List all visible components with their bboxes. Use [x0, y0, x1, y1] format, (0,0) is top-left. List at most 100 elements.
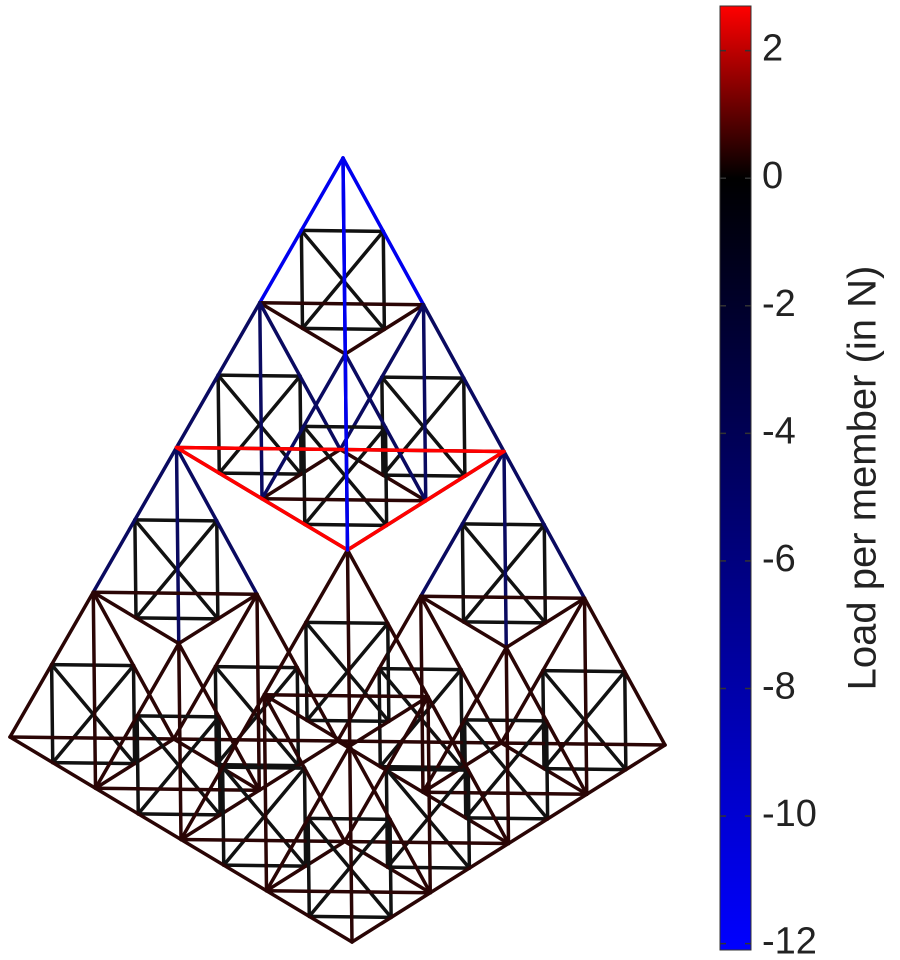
- member: [93, 786, 261, 792]
- truss: [8, 156, 667, 944]
- member: [304, 620, 309, 723]
- member: [179, 693, 266, 842]
- member: [345, 548, 430, 699]
- member: [419, 594, 508, 650]
- member: [499, 741, 589, 796]
- member: [91, 590, 98, 790]
- member: [131, 663, 137, 766]
- member: [504, 596, 587, 650]
- member: [504, 645, 589, 796]
- member: [257, 739, 340, 792]
- member: [582, 596, 589, 796]
- member: [260, 447, 342, 501]
- member: [459, 667, 464, 770]
- member: [343, 303, 426, 356]
- tick-label: -12: [762, 921, 817, 960]
- member: [8, 735, 176, 741]
- member: [421, 303, 428, 503]
- colorbar: [719, 5, 752, 951]
- member: [419, 594, 587, 600]
- member: [133, 518, 138, 620]
- tick-label: 2: [762, 28, 783, 70]
- member: [220, 765, 226, 867]
- member: [299, 228, 305, 331]
- member: [421, 790, 511, 846]
- tick-label: -6: [762, 538, 796, 580]
- tick-label: 0: [762, 155, 783, 197]
- member: [428, 841, 511, 895]
- member: [460, 522, 466, 624]
- member: [93, 737, 176, 790]
- member: [421, 303, 506, 454]
- tick-label: -4: [762, 410, 796, 452]
- member: [343, 839, 432, 895]
- member: [93, 786, 183, 842]
- member: [302, 766, 308, 868]
- member: [542, 523, 548, 625]
- member: [466, 768, 472, 870]
- member: [264, 889, 432, 895]
- member: [172, 737, 261, 792]
- member: [348, 744, 354, 944]
- member: [623, 669, 628, 772]
- member: [544, 719, 550, 821]
- member: [582, 596, 667, 747]
- member: [93, 641, 181, 790]
- member: [298, 374, 303, 476]
- member: [258, 156, 345, 305]
- member: [8, 590, 95, 739]
- member: [462, 376, 467, 478]
- member: [91, 590, 259, 596]
- member: [341, 156, 350, 552]
- member: [419, 594, 425, 794]
- member: [264, 744, 352, 893]
- member: [260, 352, 347, 501]
- member: [348, 744, 432, 895]
- member: [348, 695, 430, 748]
- member: [345, 449, 506, 552]
- member: [502, 449, 508, 650]
- member: [350, 891, 432, 944]
- tick-label: -2: [762, 283, 796, 325]
- member: [91, 590, 181, 646]
- member: [585, 743, 667, 796]
- member: [177, 641, 183, 842]
- member: [179, 788, 261, 842]
- member: [388, 817, 393, 920]
- member: [421, 741, 503, 794]
- member: [262, 693, 430, 699]
- member: [174, 445, 181, 646]
- member: [502, 449, 587, 600]
- member: [174, 445, 259, 596]
- member: [338, 447, 428, 503]
- tick-label: -10: [762, 793, 817, 835]
- member: [335, 594, 423, 743]
- member: [301, 424, 307, 527]
- member: [217, 715, 222, 817]
- member: [419, 449, 506, 598]
- member: [341, 156, 426, 307]
- member: [306, 816, 311, 919]
- member: [426, 695, 511, 846]
- member: [262, 548, 350, 697]
- tick-label: -8: [762, 666, 796, 708]
- member: [174, 301, 262, 450]
- member: [262, 693, 352, 748]
- member: [343, 352, 428, 503]
- member: [216, 373, 221, 475]
- member: [91, 445, 179, 594]
- member: [262, 693, 269, 893]
- member: [264, 889, 354, 944]
- member: [8, 735, 98, 790]
- member: [335, 739, 503, 745]
- member: [215, 519, 220, 621]
- member: [386, 621, 391, 724]
- member: [258, 301, 426, 307]
- member: [381, 229, 387, 332]
- member: [174, 445, 506, 454]
- member: [255, 592, 261, 792]
- member: [179, 837, 269, 893]
- member: [426, 695, 432, 895]
- member: [260, 497, 428, 503]
